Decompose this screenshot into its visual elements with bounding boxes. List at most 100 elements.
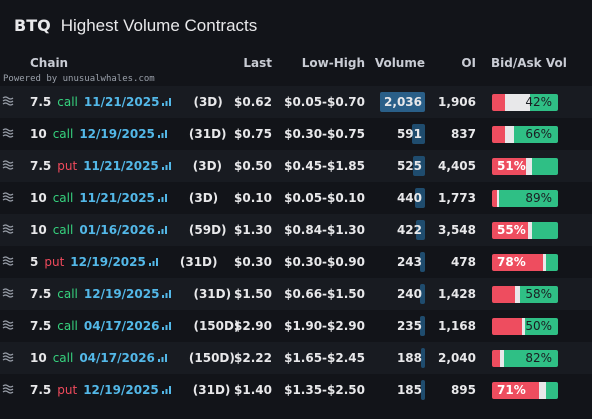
bid-ask-green [531, 222, 558, 239]
expiry: 12/19/2025 [83, 287, 160, 301]
bid-ask-red [492, 222, 529, 239]
bid-ask-white [543, 254, 547, 271]
wave-icon [2, 150, 14, 182]
bid-ask-label: 71% [497, 383, 526, 397]
low-high: $0.05-$0.70 [284, 95, 365, 109]
dte: (31D) [188, 127, 227, 141]
option-type: call [52, 351, 74, 365]
chart-icon [148, 246, 158, 278]
volume: 422 [396, 223, 422, 237]
last: $0.50 [234, 159, 272, 173]
col-header[interactable]: Last [243, 56, 272, 70]
bid-ask-green [514, 126, 558, 143]
dte: (59D) [188, 223, 227, 237]
volume-bar [419, 252, 425, 272]
col-header[interactable]: Bid/Ask Vol [491, 56, 567, 70]
strike: 7.5 [30, 383, 52, 397]
ticker: BTQ [14, 16, 51, 35]
bid-ask-red [492, 350, 500, 367]
wave-icon [2, 278, 14, 310]
bid-ask-label: 51% [497, 159, 526, 173]
wave-icon [2, 310, 14, 342]
table-row[interactable]: 10 call 01/16/2026 (59D) $1.30 $0.84-$1.30 422… [0, 214, 592, 246]
expiry: 01/16/2026 [79, 223, 155, 237]
option-type: call [57, 95, 78, 109]
bid-ask-label: 82% [525, 351, 552, 365]
bid-ask-white [525, 158, 533, 175]
volume-bar [420, 380, 425, 400]
bid-ask-label: 50% [525, 319, 552, 333]
chart-icon [162, 278, 172, 310]
table-row[interactable]: 7.5 call 11/21/2025 (3D) $0.62 $0.05-$0.70 2,0… [0, 86, 592, 118]
option-type: call [57, 319, 78, 333]
oi: 3,548 [438, 223, 476, 237]
col-header[interactable]: Low-High [301, 56, 365, 70]
volume: 188 [396, 351, 422, 365]
volume-bar [413, 156, 425, 176]
dte: (31D) [192, 383, 231, 397]
last: $1.40 [234, 383, 272, 397]
strike: 7.5 [30, 159, 52, 173]
strike: 10 [30, 191, 47, 205]
wave-icon [2, 246, 14, 278]
last: $1.30 [234, 223, 272, 237]
bid-ask-green [532, 158, 558, 175]
bid-ask-bar [492, 190, 558, 207]
chain: 7.5 call 11/21/2025 (3D) [30, 86, 223, 118]
bid-ask-label: 89% [525, 191, 552, 205]
bid-ask-white [505, 94, 531, 111]
bid-ask-green [530, 94, 558, 111]
title: BTQ Highest Volume Contracts [14, 16, 267, 36]
bid-ask-red [492, 190, 498, 207]
volume: 2,036 [384, 95, 422, 109]
table-row[interactable]: 7.5 call 12/19/2025 (31D) $1.50 $0.66-$1.50 24… [0, 278, 592, 310]
table-row[interactable]: 7.5 call 04/17/2026 (150D) $2.90 $1.90-$2.90 2… [0, 310, 592, 342]
table-row[interactable]: 7.5 put 12/19/2025 (31D) $1.40 $1.35-$2.50 185… [0, 374, 592, 406]
chain: 7.5 put 11/21/2025 (3D) [30, 150, 222, 182]
bid-ask-bar [492, 94, 558, 111]
table-row[interactable]: 10 call 12/19/2025 (31D) $0.75 $0.30-$0.75 591… [0, 118, 592, 150]
volume-bar [415, 220, 425, 240]
volume-bar [420, 348, 425, 368]
col-header[interactable]: Chain [30, 56, 69, 70]
table-row[interactable]: 5 put 12/19/2025 (31D) $0.30 $0.30-$0.90 243 47… [0, 246, 592, 278]
bid-ask-bar [492, 350, 558, 367]
dte: (150D) [193, 319, 240, 333]
low-high: $1.90-$2.90 [284, 319, 365, 333]
chain: 7.5 call 12/19/2025 (31D) [30, 278, 231, 310]
option-type: call [52, 127, 74, 141]
chain: 7.5 put 12/19/2025 (31D) [30, 374, 230, 406]
bid-ask-green [524, 318, 558, 335]
chart-icon [162, 86, 172, 118]
volume: 235 [396, 319, 422, 333]
bid-ask-bar [492, 318, 558, 335]
chain: 10 call 12/19/2025 (31D) [30, 118, 227, 150]
table-row[interactable]: 10 call 04/17/2026 (150D) $2.22 $1.65-$2.45 18… [0, 342, 592, 374]
dte: (3D) [192, 159, 223, 173]
expiry: 12/19/2025 [79, 127, 155, 141]
volume-bar [419, 316, 425, 336]
col-header[interactable]: OI [461, 56, 476, 70]
bid-ask-red [492, 158, 526, 175]
wave-icon [2, 374, 14, 406]
chart-icon [161, 150, 171, 182]
col-header[interactable]: Volume [374, 56, 425, 70]
strike: 7.5 [30, 319, 52, 333]
chain: 7.5 call 04/17/2026 (150D) [30, 310, 239, 342]
chain: 10 call 04/17/2026 (150D) [30, 342, 235, 374]
last: $1.50 [234, 287, 272, 301]
volume: 591 [396, 127, 422, 141]
dte: (3D) [188, 191, 219, 205]
oi: 1,906 [438, 95, 476, 109]
oi: 1,168 [438, 319, 476, 333]
bid-ask-green [546, 254, 558, 271]
table-row[interactable]: 7.5 put 11/21/2025 (3D) $0.50 $0.45-$1.85 525 4… [0, 150, 592, 182]
oi: 2,040 [438, 351, 476, 365]
oi: 1,773 [438, 191, 476, 205]
volume: 440 [396, 191, 422, 205]
chain: 10 call 11/21/2025 (3D) [30, 182, 218, 214]
bid-ask-white [521, 318, 525, 335]
wave-icon [2, 118, 14, 150]
table-row[interactable]: 10 call 11/21/2025 (3D) $0.10 $0.05-$0.10 440 1… [0, 182, 592, 214]
